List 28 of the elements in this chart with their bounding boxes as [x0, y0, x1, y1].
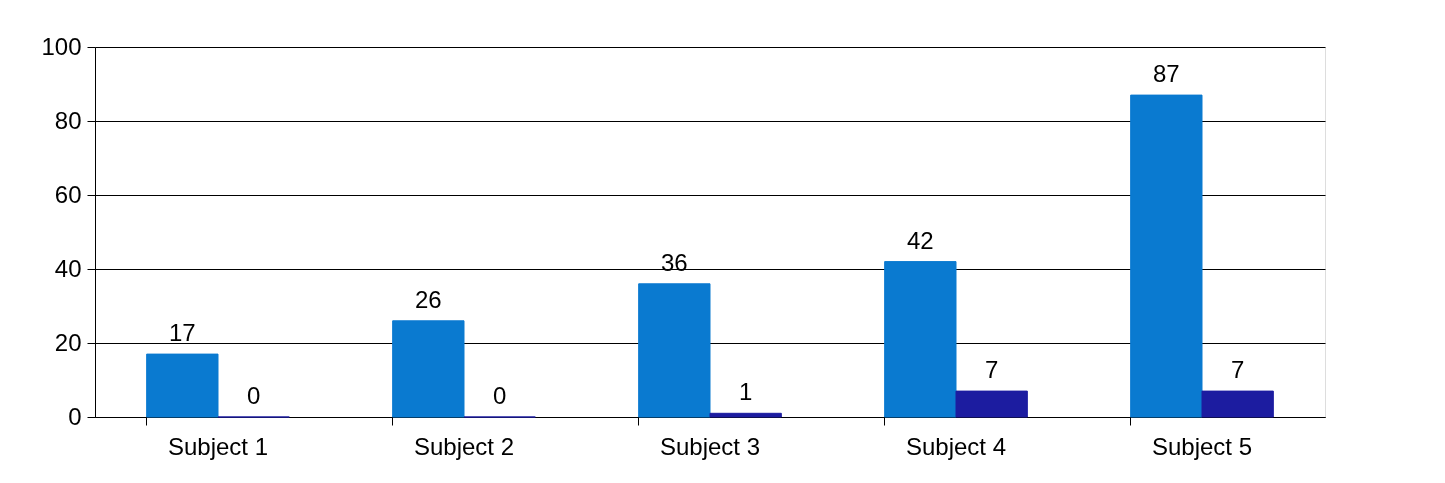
x-tick-label: Subject 1: [167, 432, 269, 460]
y-tick-label: 20: [54, 328, 82, 356]
data-label: 0: [492, 382, 507, 409]
bar: [955, 390, 1028, 418]
y-tick-label: 0: [68, 402, 82, 430]
data-label: 87: [1152, 60, 1180, 88]
bar: [884, 261, 957, 418]
data-label: 17: [168, 319, 196, 347]
x-tick-label: Subject 5: [1151, 432, 1253, 460]
x-tick-label: Subject 4: [905, 432, 1007, 460]
bar: [709, 412, 782, 418]
data-label: 42: [906, 226, 934, 254]
y-tick-label: 100: [41, 32, 82, 60]
x-tick-label: Subject 2: [413, 432, 515, 460]
bar: [1201, 390, 1274, 418]
data-label: 26: [414, 285, 442, 313]
data-label: 1: [738, 378, 753, 406]
data-label: 0: [246, 382, 261, 409]
bar: [392, 320, 465, 418]
bar: [1130, 94, 1203, 418]
bar: [638, 283, 711, 418]
data-label: 7: [1230, 356, 1245, 384]
y-tick-label: 60: [54, 180, 82, 208]
bar: [146, 353, 219, 418]
y-tick-label: 80: [54, 106, 82, 134]
x-tick-label: Subject 3: [659, 432, 761, 460]
data-label: 7: [984, 356, 999, 384]
y-tick-label: 40: [54, 254, 82, 282]
